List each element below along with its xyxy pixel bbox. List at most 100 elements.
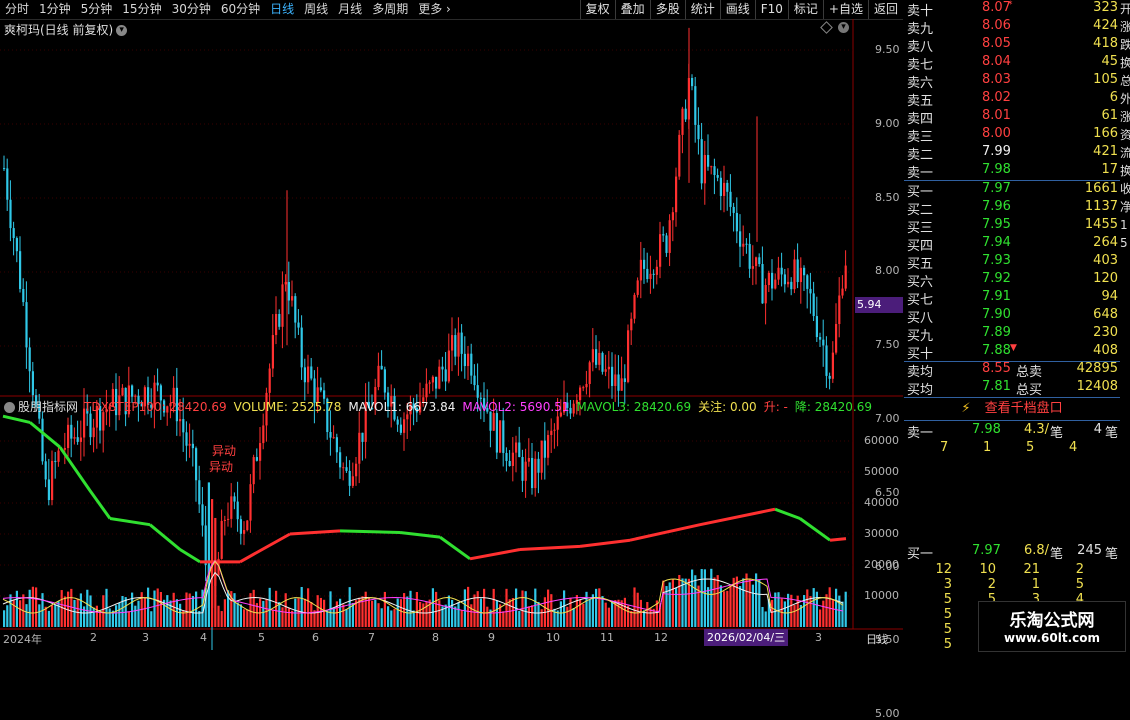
- volume-bar: [351, 602, 354, 627]
- period-tab[interactable]: 日线: [270, 2, 295, 16]
- ask-row[interactable]: 卖一 7.98 17: [904, 162, 1120, 181]
- bid-row[interactable]: 买二 7.96 1137: [904, 199, 1120, 218]
- ask-row[interactable]: 卖六 8.03 105: [904, 72, 1120, 91]
- candle-body: [444, 369, 447, 382]
- candle-body: [729, 191, 732, 207]
- volume-bar: [326, 610, 329, 627]
- period-tab[interactable]: 15分钟: [122, 2, 162, 16]
- bid-row[interactable]: 买十 7.88 ▼ 408: [904, 343, 1120, 362]
- bid-row[interactable]: 买一 7.97 1661: [904, 181, 1120, 200]
- candle-body: [323, 390, 326, 399]
- volume-bar: [675, 587, 678, 627]
- main-chart[interactable]: [0, 0, 903, 650]
- period-tab[interactable]: 周线: [304, 2, 329, 16]
- ask-row[interactable]: 卖八 8.05 418: [904, 36, 1120, 55]
- candle-body: [198, 480, 201, 505]
- period-tab[interactable]: 60分钟: [220, 2, 261, 16]
- volume-bar: [518, 610, 521, 627]
- volume-bar: [12, 599, 15, 627]
- volume-bar: [703, 569, 706, 627]
- toolbar-action-button[interactable]: +自选: [822, 0, 868, 19]
- volume-bar: [95, 605, 98, 627]
- ask-price: 8.02: [982, 90, 1011, 105]
- bid-row[interactable]: 买七 7.91 94: [904, 289, 1120, 308]
- toolbar-action-button[interactable]: 叠加: [614, 0, 650, 19]
- toolbar-action-button[interactable]: 统计: [684, 0, 720, 19]
- bid-price: 7.90: [982, 307, 1011, 322]
- period-tab[interactable]: 多周期: [372, 2, 409, 16]
- toolbar-action-button[interactable]: 多股: [649, 0, 685, 19]
- toolbar-action-button[interactable]: 标记: [787, 0, 823, 19]
- ask-row[interactable]: 卖三 8.00 166: [904, 126, 1120, 145]
- bid-row[interactable]: 买五 7.93 403: [904, 253, 1120, 272]
- candle-body: [447, 350, 450, 382]
- toolbar-action-button[interactable]: F10: [754, 0, 788, 19]
- volume-bar: [630, 610, 633, 627]
- volume-bar: [412, 610, 415, 627]
- bid-row[interactable]: 买八 7.90 648: [904, 307, 1120, 326]
- queue-order: 3: [943, 577, 952, 592]
- candle-body: [835, 324, 838, 353]
- volume-bar: [572, 608, 575, 627]
- ask-row[interactable]: 卖九 8.06 424: [904, 18, 1120, 37]
- bid-row[interactable]: 买四 7.94 264: [904, 235, 1120, 254]
- candle-body: [675, 176, 678, 213]
- period-tab[interactable]: 30分钟: [171, 2, 211, 16]
- candle-body: [223, 519, 226, 521]
- candle-body: [585, 383, 588, 388]
- ask-row[interactable]: 卖二 7.99 421: [904, 144, 1120, 163]
- candle-body: [844, 265, 847, 289]
- date-tick-label: 7: [368, 631, 375, 644]
- period-tab[interactable]: 分时: [5, 2, 30, 16]
- ask-row[interactable]: 卖五 8.02 6: [904, 90, 1120, 109]
- candle-body: [172, 387, 175, 404]
- volume-bar: [319, 597, 322, 627]
- volume-bar: [310, 601, 313, 627]
- chevron-down-icon[interactable]: ▾: [116, 25, 128, 36]
- candle-body: [6, 168, 9, 200]
- candle-body: [294, 296, 297, 323]
- volume-bar: [687, 578, 690, 627]
- price-tick-label: 9.00: [875, 116, 900, 130]
- bid-row[interactable]: 买三 7.95 1455: [904, 217, 1120, 236]
- candle-body: [19, 251, 22, 289]
- period-tab[interactable]: 更多 ›: [418, 2, 451, 16]
- period-tab[interactable]: 月线: [338, 2, 363, 16]
- bid-row[interactable]: 买九 7.89 230: [904, 325, 1120, 344]
- ask-row[interactable]: 卖十 8.07 * 323: [904, 0, 1120, 19]
- volume-bar: [332, 608, 335, 627]
- bid-row[interactable]: 买六 7.92 120: [904, 271, 1120, 290]
- volume-bar: [454, 606, 457, 627]
- chevron-down-icon[interactable]: [4, 402, 15, 413]
- toolbar-action-button[interactable]: 复权: [579, 0, 615, 19]
- volume-bar: [598, 588, 601, 627]
- volume-bar: [291, 610, 294, 627]
- candle-body: [735, 212, 738, 232]
- chevron-down-icon[interactable]: ▾: [838, 22, 849, 33]
- volume-bar: [38, 604, 41, 627]
- candle-body: [700, 139, 703, 184]
- ask-row[interactable]: 卖四 8.01 61: [904, 108, 1120, 127]
- volume-bar: [809, 596, 812, 627]
- candle-body: [783, 274, 786, 285]
- volume-bar: [361, 596, 364, 627]
- queue-button[interactable]: ⚡ 查看千档盘口: [904, 399, 1120, 419]
- ask-row[interactable]: 卖七 8.04 45: [904, 54, 1120, 73]
- volume-bar: [406, 596, 409, 627]
- order-book-panel: 卖十 8.07 * 323 卖九 8.06 424 卖八 8.05 418 卖七 8.04 45 卖六 8.…: [904, 0, 1128, 652]
- bid-volume: 264: [1093, 235, 1118, 250]
- period-tab[interactable]: 5分钟: [80, 2, 113, 16]
- candle-body: [620, 378, 623, 391]
- toolbar-action-button[interactable]: 返回: [867, 0, 903, 19]
- volume-bar: [15, 590, 18, 627]
- ask-label: 卖七: [907, 58, 934, 73]
- volume-bar: [659, 603, 662, 627]
- toolbar-action-button[interactable]: 画线: [719, 0, 755, 19]
- volume-bar: [150, 611, 153, 627]
- period-tab[interactable]: 1分钟: [39, 2, 71, 16]
- candle-body: [326, 398, 329, 432]
- avg-price: 7.81: [982, 379, 1011, 394]
- volume-bar: [179, 603, 182, 627]
- date-tick-label: 10: [546, 631, 560, 644]
- candle-body: [268, 368, 271, 393]
